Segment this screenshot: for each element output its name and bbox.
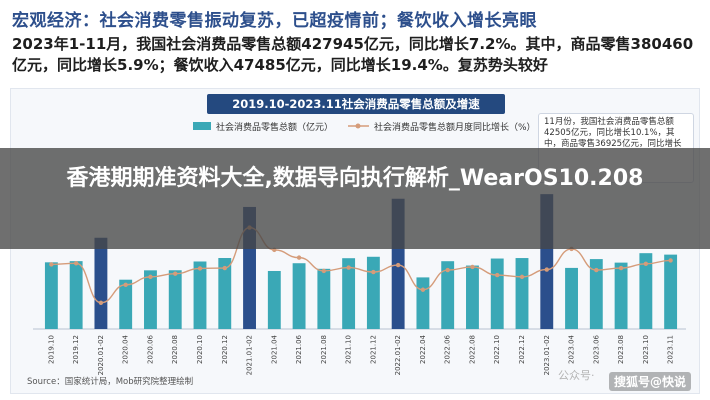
watermark-text: 公众号· <box>558 369 595 382</box>
bar-2022.10 <box>490 258 504 329</box>
bar-2020.08 <box>168 270 182 329</box>
growth-point-2023.01-02 <box>544 267 549 272</box>
headline-overlay-band: 香港期期准资料大全,数据导向执行解析_WearOS10.208 <box>0 148 710 249</box>
bar-2021.08 <box>317 268 331 329</box>
bar-2023.06 <box>589 259 603 329</box>
growth-point-2021.10 <box>346 265 351 270</box>
x-tick-label: 2023.04 <box>568 334 576 363</box>
summary-text: 2023年1-11月，我国社会消费品零售总额427945亿元，同比增长7.2%。… <box>12 35 694 74</box>
growth-point-2021.12 <box>371 269 376 275</box>
x-tick-label: 2022.10 <box>493 335 501 364</box>
growth-point-2020.08 <box>173 271 178 276</box>
growth-point-2022.12 <box>519 274 525 280</box>
bar-2021.06 <box>292 263 306 329</box>
x-tick-label: 2021.10 <box>345 335 353 364</box>
bar-2022.12 <box>515 258 529 329</box>
x-tick-label: 2023.06 <box>592 334 600 363</box>
bars-group <box>44 194 678 329</box>
bar-2020.04 <box>119 279 133 329</box>
bar-2023.11 <box>664 254 678 329</box>
growth-point-2020.06 <box>148 274 153 280</box>
x-tick-label: 2022.01-02 <box>394 335 402 375</box>
x-tick-label: 2019.10 <box>47 335 55 364</box>
growth-point-2020.04 <box>123 282 128 287</box>
x-tick-label: 2021.08 <box>320 335 328 364</box>
page-title: 宏观经济：社会消费零售振动复苏，已超疫情前；餐饮收入增长亮眼 <box>12 11 537 31</box>
bar-2022.08 <box>466 265 479 329</box>
bar-2021.04 <box>267 270 281 329</box>
bar-2020.12 <box>218 258 232 329</box>
bar-2021.10 <box>342 258 356 329</box>
x-tick-label: 2022.12 <box>518 335 526 364</box>
headline-overlay-text: 香港期期准资料大全,数据导向执行解析_WearOS10.208 <box>66 166 644 191</box>
x-tick-label: 2020.08 <box>171 335 179 364</box>
bar-2020.01-02 <box>94 237 108 329</box>
chart-svg: 社会消费品零售总额（亿元） 社会消费品零售总额月度同比增长（%） 2019.10… <box>33 121 686 375</box>
growth-point-2019.12 <box>73 261 79 266</box>
x-tick-label: 2020.06 <box>146 334 154 363</box>
x-tick-label: 2023.01-02 <box>543 335 551 375</box>
growth-point-2020.12 <box>222 265 227 271</box>
growth-point-2020.01-02 <box>98 300 104 305</box>
bar-2023.08 <box>614 262 628 329</box>
bar-2020.10 <box>193 261 207 329</box>
x-tick-label: 2020.12 <box>221 335 229 364</box>
x-tick-label: 2023.08 <box>617 335 625 364</box>
bar-2020.06 <box>144 270 157 329</box>
x-tick-label: 2020.01-02 <box>97 335 105 375</box>
growth-point-2022.04 <box>420 287 426 292</box>
legend-line-marker <box>355 123 361 129</box>
x-tick-label: 2023.10 <box>642 335 650 364</box>
x-tick-label: 2021.04 <box>270 334 278 363</box>
source-note: Source：国家统计局，Mob研究院整理绘制 <box>27 377 194 387</box>
x-tick-label: 2022.06 <box>444 334 452 363</box>
x-tick-label: 2021.01-02 <box>246 335 254 375</box>
bar-2022.06 <box>441 261 455 329</box>
bar-2023.10 <box>639 253 653 329</box>
growth-point-2023.10 <box>643 261 649 267</box>
legend-line-label: 社会消费品零售总额月度同比增长（%） <box>374 121 536 133</box>
x-tick-label: 2021.12 <box>369 335 377 364</box>
growth-point-2021.06 <box>296 255 302 260</box>
growth-point-2020.10 <box>197 266 203 271</box>
bar-2022.04 <box>416 277 430 329</box>
x-tick-labels-group: 2019.10 2019.12 2020.01-02 2020.04 2020.06 20… <box>47 334 674 375</box>
x-tick-label: 2021.06 <box>295 334 303 363</box>
growth-point-2022.10 <box>495 272 500 278</box>
bar-2019.12 <box>69 261 83 329</box>
bar-2021.12 <box>366 256 380 329</box>
x-tick-label: 2020.10 <box>196 335 204 364</box>
x-tick-label: 2022.08 <box>468 335 476 364</box>
chart-box-title: 2019.10-2023.11社会消费品零售总额及增速 <box>207 94 505 114</box>
growth-point-2023.06 <box>594 267 599 273</box>
sohu-tag: 搜狐号@快说 <box>609 372 692 391</box>
x-tick-label: 2020.04 <box>122 334 130 363</box>
growth-point-2022.06 <box>445 267 450 273</box>
chart-legend: 社会消费品零售总额（亿元） 社会消费品零售总额月度同比增长（%） <box>193 121 536 133</box>
growth-point-2022.08 <box>470 264 475 270</box>
legend-bar-label: 社会消费品零售总额（亿元） <box>216 121 333 133</box>
bar-2023.04 <box>565 267 578 329</box>
growth-point-2022.01-02 <box>395 262 401 268</box>
bar-2019.10 <box>44 262 58 329</box>
x-tick-label: 2019.12 <box>72 335 80 364</box>
growth-point-2023.11 <box>668 258 673 263</box>
x-tick-label: 2022.04 <box>419 334 427 363</box>
growth-point-2021.08 <box>321 268 327 274</box>
growth-point-2023.08 <box>618 265 624 271</box>
growth-point-2019.10 <box>49 262 54 267</box>
x-tick-label: 2023.11 <box>667 335 675 364</box>
legend-bar-swatch <box>193 122 211 130</box>
